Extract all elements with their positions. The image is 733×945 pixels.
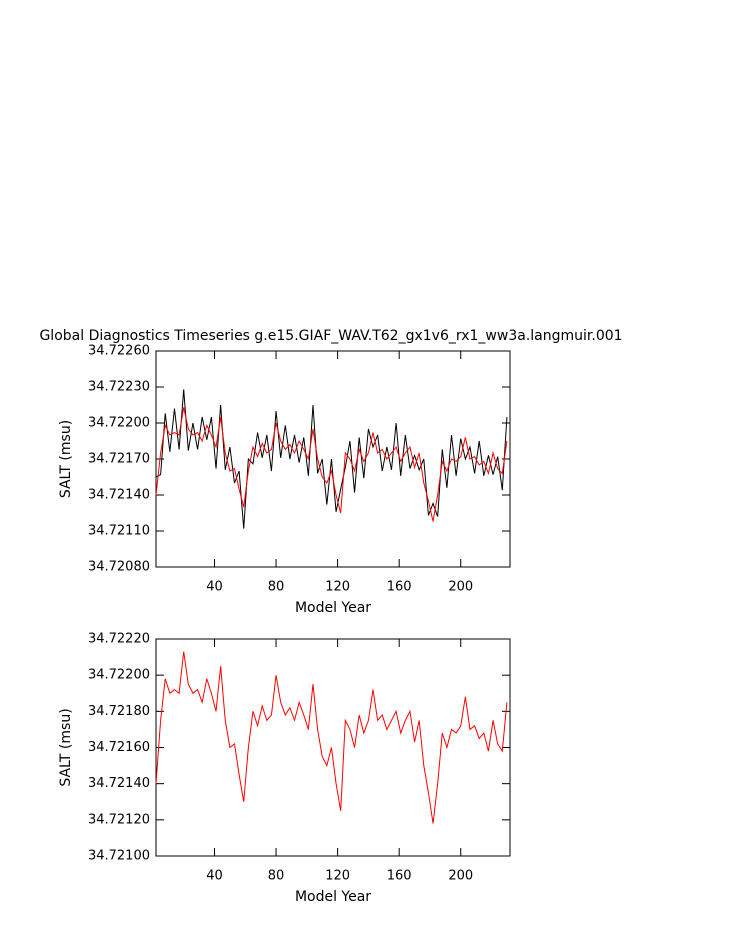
y-axis-label: SALT (msu) <box>58 420 74 498</box>
x-tick-label: 200 <box>448 580 473 595</box>
plot-frame <box>155 638 511 857</box>
y-tick-label: 34.72080 <box>88 560 150 575</box>
x-axis-label: Model Year <box>295 600 371 616</box>
y-tick-label: 34.72120 <box>88 812 150 827</box>
y-tick-label: 34.72160 <box>88 740 150 755</box>
chart-title: Global Diagnostics Timeseries g.e15.GIAF… <box>39 328 622 344</box>
y-tick-label: 34.72260 <box>88 344 150 359</box>
y-tick-label: 34.72180 <box>88 704 150 719</box>
series-line <box>155 651 508 824</box>
series-line <box>155 389 508 529</box>
x-tick-label: 80 <box>268 580 285 595</box>
y-tick-label: 34.72170 <box>88 452 150 467</box>
x-tick-label: 120 <box>325 580 350 595</box>
y-tick-label: 34.72220 <box>88 632 150 647</box>
y-tick-label: 34.72100 <box>88 849 150 864</box>
x-tick-label: 200 <box>448 869 473 884</box>
plot-frame <box>155 350 511 568</box>
y-tick-label: 34.72200 <box>88 668 150 683</box>
y-tick-label: 34.72110 <box>88 524 150 539</box>
series-line <box>155 407 508 522</box>
x-tick-label: 160 <box>387 580 412 595</box>
x-axis-label: Model Year <box>295 889 371 905</box>
x-tick-label: 40 <box>206 580 223 595</box>
y-tick-label: 34.72140 <box>88 488 150 503</box>
x-tick-label: 40 <box>206 869 223 884</box>
y-tick-label: 34.72230 <box>88 380 150 395</box>
x-tick-label: 80 <box>268 869 285 884</box>
x-tick-label: 160 <box>387 869 412 884</box>
x-tick-label: 120 <box>325 869 350 884</box>
y-axis-label: SALT (msu) <box>58 708 74 786</box>
y-tick-label: 34.72140 <box>88 776 150 791</box>
y-tick-label: 34.72200 <box>88 416 150 431</box>
